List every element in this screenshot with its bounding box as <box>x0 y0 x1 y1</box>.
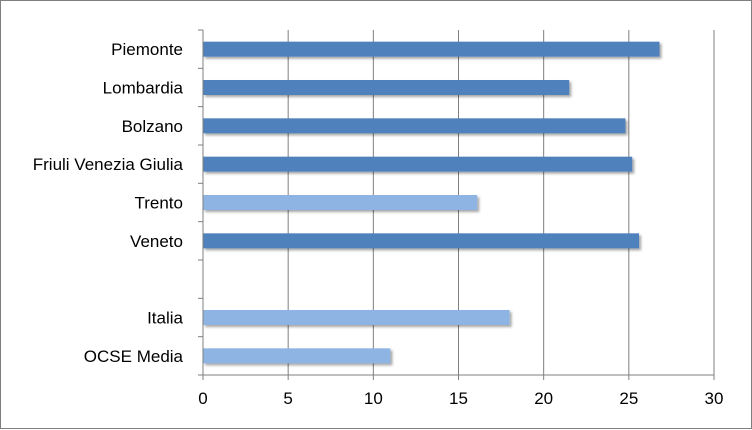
bar-trento <box>203 195 478 210</box>
category-label: Lombardia <box>103 79 184 98</box>
bar-bolzano <box>203 118 626 134</box>
x-tick-label: 10 <box>364 389 383 408</box>
category-label: Piemonte <box>111 40 183 59</box>
x-tick-label: 0 <box>198 389 207 408</box>
bar-italia <box>203 310 510 325</box>
category-label: Italia <box>147 309 183 328</box>
x-tick-label: 30 <box>705 389 724 408</box>
bar-ocse-media <box>203 348 391 364</box>
category-label: Bolzano <box>122 117 183 136</box>
category-label: Trento <box>134 194 183 213</box>
labels: 0 5 10 15 20 25 30 Piemonte Lombardia Bolzano Friu… <box>33 40 724 408</box>
category-label: Veneto <box>130 232 183 251</box>
bar-friuli-venezia-giulia <box>203 156 633 172</box>
axes <box>198 29 715 380</box>
bar-lombardia <box>203 80 570 95</box>
x-tick-label: 20 <box>534 389 553 408</box>
x-tick-label: 15 <box>449 389 468 408</box>
category-label: OCSE Media <box>84 347 184 366</box>
x-tick-label: 25 <box>619 389 638 408</box>
bar-piemonte <box>203 41 660 57</box>
bar-veneto <box>203 233 640 249</box>
x-tick-label: 5 <box>283 389 292 408</box>
bars <box>203 41 660 364</box>
category-label: Friuli Venezia Giulia <box>33 155 184 174</box>
